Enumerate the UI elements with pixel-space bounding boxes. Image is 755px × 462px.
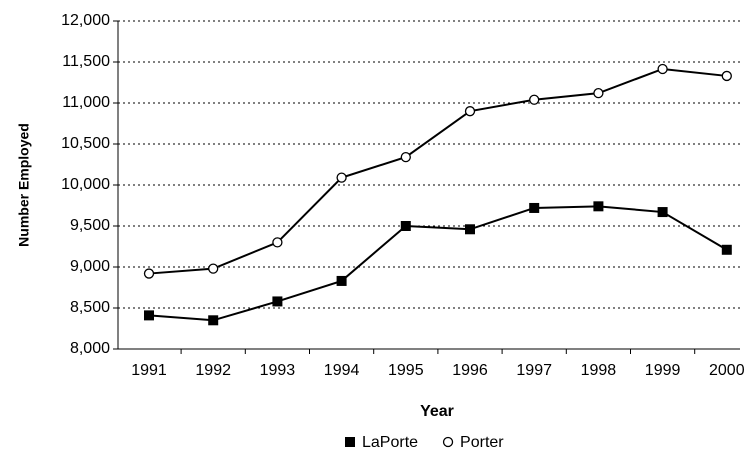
- data-point: [464, 106, 476, 117]
- data-point: [721, 244, 732, 255]
- data-point: [593, 201, 604, 212]
- y-tick-label: 11,500: [62, 53, 110, 70]
- data-point: [529, 94, 540, 105]
- x-tick-label: 1996: [452, 362, 488, 379]
- data-point: [465, 224, 475, 235]
- y-tick-label: 9,500: [70, 217, 110, 234]
- x-tick-label: 1995: [388, 362, 424, 379]
- y-tick-label: 10,500: [61, 135, 110, 152]
- series-line: [148, 205, 728, 322]
- y-tick-label: 9,000: [70, 258, 110, 275]
- series-line: [148, 67, 727, 275]
- y-axis-label: Number Employed: [16, 123, 32, 247]
- data-point: [272, 237, 283, 248]
- legend-marker: [442, 436, 454, 448]
- y-tick-label: 11,000: [62, 94, 110, 111]
- legend-label: LaPorte: [362, 434, 418, 451]
- data-point: [400, 151, 411, 163]
- data-point: [336, 172, 347, 183]
- legend-marker: [345, 437, 355, 447]
- x-tick-label: 1999: [645, 362, 681, 379]
- data-point: [143, 268, 155, 279]
- data-point: [336, 275, 347, 286]
- data-point: [721, 70, 732, 82]
- x-tick-label: 1993: [260, 362, 296, 379]
- data-point: [208, 315, 219, 326]
- y-tick-label: 8,500: [70, 299, 110, 316]
- y-tick-label: 12,000: [61, 12, 110, 29]
- x-tick-label: 1991: [131, 362, 167, 379]
- data-point: [657, 207, 668, 218]
- legend-label: Porter: [460, 434, 504, 451]
- data-point: [529, 202, 540, 213]
- x-tick-label: 1992: [195, 362, 231, 379]
- data-point: [272, 296, 283, 307]
- x-tick-label: 1997: [516, 362, 552, 379]
- data-point: [657, 63, 668, 75]
- data-point: [593, 88, 604, 99]
- data-point: [144, 310, 154, 321]
- y-tick-label: 10,000: [61, 176, 110, 193]
- x-axis-label: Year: [420, 403, 454, 420]
- x-tick-label: 1998: [581, 362, 617, 379]
- data-point: [400, 221, 411, 231]
- x-tick-label: 1994: [324, 362, 360, 379]
- x-tick-label: 2000: [709, 362, 745, 379]
- data-point: [208, 263, 219, 274]
- y-tick-label: 8,000: [70, 340, 110, 357]
